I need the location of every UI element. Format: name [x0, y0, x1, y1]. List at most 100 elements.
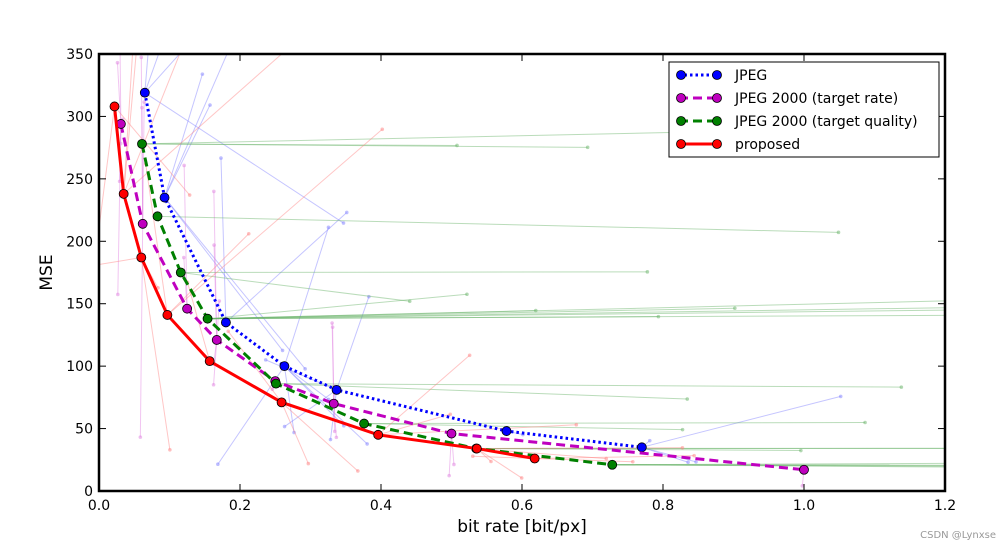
data-point [202, 313, 213, 324]
trace-point [344, 210, 349, 215]
trace-line [378, 413, 451, 436]
legend-marker [676, 139, 686, 149]
trace-line [641, 446, 689, 463]
series-line [119, 123, 805, 472]
legend: JPEG JPEG 2000 (target rate) JPEG 2000 (ta… [668, 61, 940, 158]
trace-point [292, 430, 296, 435]
trace-point [118, 29, 122, 33]
legend-marker [676, 70, 686, 80]
trace-point [200, 72, 205, 76]
trace-line [284, 389, 337, 427]
legend-marker [712, 116, 722, 126]
trace-line [281, 401, 359, 472]
trace-line [144, 92, 344, 224]
data-point [137, 218, 148, 229]
data-point [152, 211, 163, 222]
trace-line [207, 307, 945, 320]
trace-line [140, 257, 171, 450]
trace-line [612, 464, 945, 466]
trace-point [977, 305, 981, 309]
trace-line [164, 197, 283, 351]
trace-point [656, 314, 661, 319]
trace-point [332, 429, 337, 434]
data-point [220, 317, 231, 328]
trace-point [226, 329, 231, 334]
trace-point [187, 193, 192, 197]
trace-point [630, 459, 635, 464]
legend-entry: JPEG 2000 (target quality) [676, 114, 918, 130]
trace-point [380, 127, 385, 132]
legend-marker [712, 70, 722, 80]
ticks-layer: 0.0 0.2 0.4 0.6 0.8 1.0 1.2 0 50 100 150 200 250 300 3… [66, 47, 956, 514]
trace-line [220, 158, 227, 323]
trace-line [283, 227, 329, 367]
data-point [373, 429, 384, 440]
trace-point [270, 387, 275, 392]
trace-point [604, 456, 609, 461]
series-2 [137, 138, 618, 470]
trace-line [207, 314, 945, 320]
trace-line [207, 310, 536, 320]
y-tick-label: 100 [66, 359, 93, 375]
trace-point [647, 438, 652, 443]
trace-line [612, 464, 945, 466]
trace-line [99, 106, 116, 232]
trace-line [164, 54, 228, 198]
data-point [162, 310, 173, 320]
trace-line [476, 448, 522, 479]
trace-line [377, 354, 470, 436]
data-point [471, 443, 482, 454]
trace-line [284, 365, 329, 400]
series-layer [109, 87, 809, 475]
trace-point [280, 348, 285, 353]
legend-marker [712, 139, 722, 149]
data-point [279, 361, 290, 372]
trace-point [585, 145, 590, 150]
legend-marker [676, 116, 686, 126]
trace-point [467, 353, 472, 358]
series-1 [115, 119, 809, 475]
data-point [446, 428, 457, 439]
x-axis-title: bit rate [bit/px] [457, 517, 587, 537]
trace-line [119, 54, 122, 124]
trace-line [164, 104, 211, 198]
trace-line [336, 296, 370, 391]
trace-point [645, 270, 650, 274]
trace-point [303, 367, 307, 371]
y-axis-title: MSE [37, 254, 57, 290]
trace-point [208, 103, 212, 107]
trace-line [476, 448, 607, 460]
trace-point [686, 460, 690, 465]
trace-line [451, 433, 455, 465]
trace-line [207, 307, 735, 320]
trace-point [489, 459, 493, 464]
series-line [140, 143, 613, 467]
x-tick-label: 0.8 [652, 498, 674, 514]
trace-line [275, 383, 902, 388]
legend-label: JPEG 2000 (target rate) [734, 91, 898, 107]
trace-point [263, 358, 268, 362]
watermark: CSDN @Lynxse [920, 530, 996, 541]
data-point [159, 192, 170, 203]
y-tick-label: 250 [66, 172, 93, 188]
trace-point [139, 55, 144, 60]
trace-line [213, 245, 218, 340]
trace-point [992, 308, 996, 312]
trace-line [164, 73, 203, 198]
trace-line [612, 464, 945, 468]
trace-point [117, 179, 122, 184]
trace-point [985, 313, 989, 317]
data-point [331, 384, 342, 395]
trace-line [123, 54, 181, 195]
y-tick-label: 150 [66, 297, 93, 313]
trace-point [680, 446, 685, 450]
trace-point [799, 448, 803, 453]
trace-line [213, 191, 218, 340]
trace-line [144, 54, 181, 94]
trace-line [116, 62, 122, 124]
trace-point [519, 476, 524, 480]
trace-point [365, 442, 369, 446]
trace-point [356, 469, 360, 473]
trace-line [275, 383, 688, 400]
trace-line [612, 462, 945, 466]
